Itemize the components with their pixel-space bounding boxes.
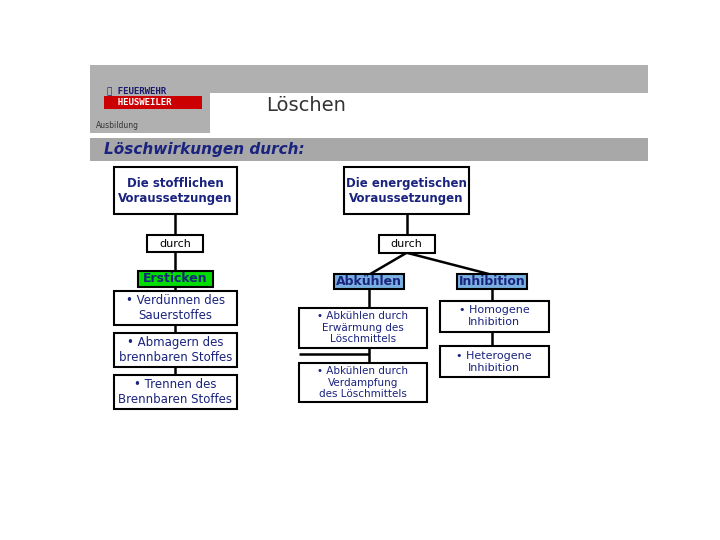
- Bar: [379, 235, 435, 253]
- Bar: [299, 308, 427, 348]
- Text: durch: durch: [391, 239, 423, 249]
- Bar: [90, 65, 648, 78]
- Bar: [299, 363, 427, 402]
- Text: Löschwirkungen durch:: Löschwirkungen durch:: [104, 141, 305, 157]
- Text: durch: durch: [159, 239, 192, 248]
- Bar: [457, 274, 526, 289]
- Bar: [114, 167, 237, 214]
- Bar: [148, 235, 203, 252]
- Bar: [104, 97, 202, 109]
- Bar: [114, 292, 237, 325]
- Text: HEUSWEILER: HEUSWEILER: [107, 98, 171, 107]
- Text: • Trennen des
Brennbaren Stoffes: • Trennen des Brennbaren Stoffes: [118, 378, 233, 406]
- Text: Inhibition: Inhibition: [459, 275, 525, 288]
- Text: Die stofflichen
Voraussetzungen: Die stofflichen Voraussetzungen: [118, 177, 233, 205]
- Bar: [344, 167, 469, 214]
- Text: Die energetischen
Voraussetzungen: Die energetischen Voraussetzungen: [346, 177, 467, 205]
- Text: • Abkühlen durch
Verdampfung
des Löschmittels: • Abkühlen durch Verdampfung des Löschmi…: [318, 366, 408, 399]
- Bar: [334, 274, 404, 289]
- Bar: [114, 333, 237, 367]
- Text: Löschen: Löschen: [266, 96, 346, 114]
- Text: 🛡 FEUERWEHR: 🛡 FEUERWEHR: [107, 86, 166, 96]
- Text: • Abkühlen durch
Erwärmung des
Löschmittels: • Abkühlen durch Erwärmung des Löschmitt…: [318, 311, 408, 345]
- Text: Abkühlen: Abkühlen: [336, 275, 402, 288]
- Bar: [440, 346, 549, 377]
- Bar: [90, 65, 210, 133]
- Bar: [210, 78, 648, 93]
- Text: • Verdünnen des
Sauerstoffes: • Verdünnen des Sauerstoffes: [126, 294, 225, 322]
- Bar: [138, 271, 213, 287]
- Bar: [114, 375, 237, 409]
- Text: Ersticken: Ersticken: [143, 273, 207, 286]
- Bar: [90, 138, 648, 161]
- Text: • Homogene
Inhibition: • Homogene Inhibition: [459, 305, 530, 327]
- Text: Ausbildung: Ausbildung: [96, 120, 138, 130]
- Text: • Heterogene
Inhibition: • Heterogene Inhibition: [456, 351, 532, 373]
- Bar: [440, 301, 549, 332]
- Text: • Abmagern des
brennbaren Stoffes: • Abmagern des brennbaren Stoffes: [119, 336, 232, 364]
